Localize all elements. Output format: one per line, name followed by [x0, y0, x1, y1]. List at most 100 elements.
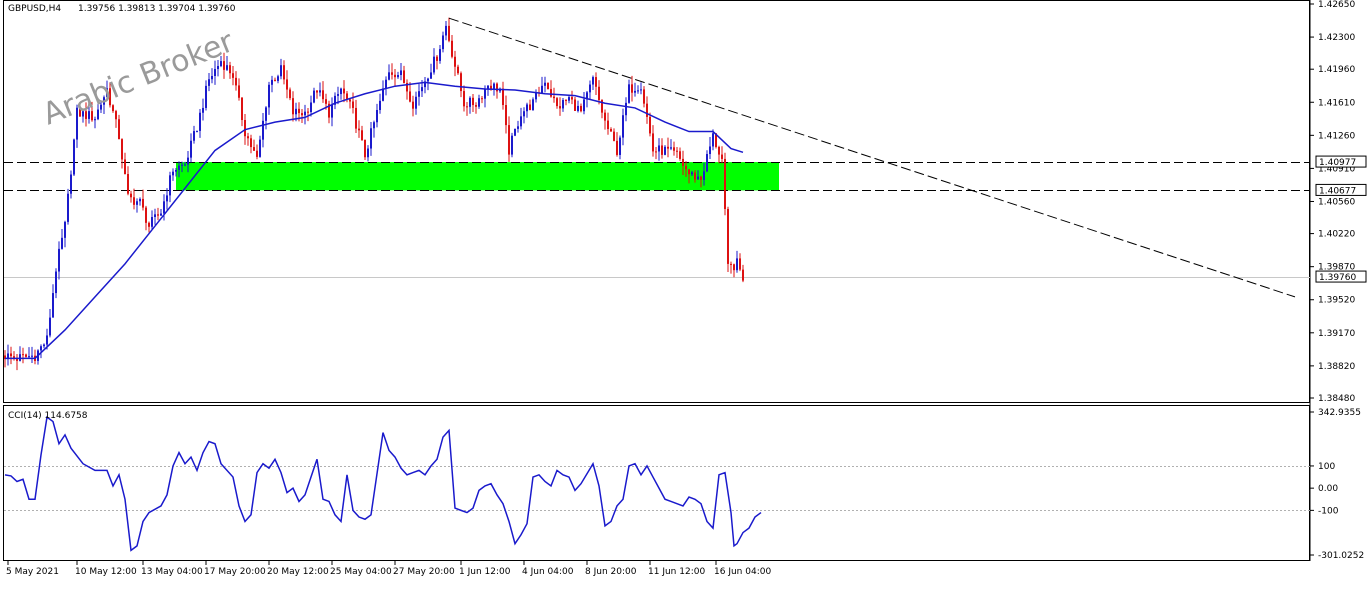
candle-body: [388, 72, 390, 80]
time-tick-label: 17 May 20:00: [204, 567, 266, 577]
candle-body: [442, 35, 444, 50]
candle-body: [403, 70, 405, 83]
cci-tick-label: 342.9355: [1318, 408, 1361, 418]
candle-body: [169, 175, 171, 196]
candle-body: [133, 197, 135, 205]
candle-body: [646, 103, 648, 117]
candle-body: [547, 82, 549, 90]
candle-body: [730, 263, 732, 265]
candle-body: [130, 193, 132, 198]
time-tick-label: 10 May 12:00: [75, 567, 137, 577]
candle-body: [634, 90, 636, 93]
candle-body: [55, 271, 57, 294]
candle-body: [637, 90, 639, 92]
candle-body: [526, 104, 528, 112]
candle-body: [739, 258, 741, 270]
cci-tick-label: -301.0252: [1318, 551, 1364, 561]
candle-body: [592, 77, 594, 85]
candle-body: [559, 106, 561, 109]
candle-body: [676, 150, 678, 152]
candle-body: [208, 79, 210, 86]
candle-body: [568, 97, 570, 101]
candle-body: [727, 208, 729, 264]
candle-body: [541, 85, 543, 94]
candle-body: [514, 128, 516, 136]
candle-body: [478, 98, 480, 107]
candle-body: [370, 128, 372, 149]
candle-body: [535, 92, 537, 100]
candle-body: [205, 85, 207, 108]
candle-body: [418, 91, 420, 97]
candle-body: [121, 139, 123, 160]
candle-body: [517, 126, 519, 129]
candle-body: [28, 356, 30, 358]
candle-body: [196, 130, 198, 132]
candle-body: [64, 221, 66, 238]
candle-body: [346, 93, 348, 100]
candle-body: [466, 106, 468, 108]
candle-body: [58, 248, 60, 272]
candle-body: [187, 157, 189, 165]
candle-body: [4, 355, 6, 360]
candle-body: [46, 335, 48, 345]
candle-body: [604, 112, 606, 121]
candle-body: [487, 85, 489, 89]
candle-body: [154, 214, 156, 217]
candle-body: [115, 111, 117, 120]
candle-body: [142, 198, 144, 208]
candle-body: [193, 131, 195, 141]
time-tick-label: 16 Jun 04:00: [714, 567, 771, 577]
current-price-tag-label: 1.39760: [1319, 273, 1356, 283]
candle-body: [724, 158, 726, 209]
candle-body: [496, 83, 498, 92]
candle-body: [109, 88, 111, 106]
candle-body: [361, 130, 363, 140]
time-axis: 5 May 2021 10 May 12:00 13 May 04:00 17 May…: [6, 561, 771, 577]
candle-body: [649, 116, 651, 134]
candle-body: [673, 147, 675, 151]
candle-body: [493, 83, 495, 90]
candle-body: [631, 84, 633, 93]
candle-body: [244, 120, 246, 137]
candle-body: [79, 107, 81, 117]
candle-body: [595, 77, 597, 87]
candle-body: [88, 111, 90, 119]
candle-body: [679, 151, 681, 159]
candle-body: [223, 61, 225, 70]
candle-body: [490, 85, 492, 90]
candle-body: [118, 119, 120, 140]
price-tick-label: 1.40560: [1318, 197, 1355, 207]
candle-body: [460, 73, 462, 92]
candle-body: [640, 89, 642, 91]
candle-body: [508, 125, 510, 155]
candle-body: [94, 119, 96, 121]
candle-body: [31, 355, 33, 357]
candle-body: [265, 107, 267, 121]
candle-body: [601, 100, 603, 113]
candle-body: [427, 78, 429, 82]
candle-body: [625, 102, 627, 116]
candle-body: [322, 90, 324, 100]
candle-body: [280, 65, 282, 77]
candle-body: [220, 61, 222, 67]
candle-body: [13, 356, 15, 359]
candle-body: [70, 174, 72, 194]
candle-body: [685, 165, 687, 170]
price-tick-label: 1.41960: [1318, 65, 1355, 75]
candle-body: [742, 269, 744, 281]
time-tick-label: 11 Jun 12:00: [648, 567, 705, 577]
candle-body: [376, 110, 378, 123]
candle-body: [112, 105, 114, 112]
candle-body: [469, 97, 471, 107]
candle-body: [232, 73, 234, 78]
candle-body: [172, 171, 174, 176]
candle-body: [709, 146, 711, 155]
candle-body: [661, 145, 663, 155]
candle-body: [529, 104, 531, 111]
candle-body: [226, 65, 228, 70]
price-tick-label: 1.40910: [1318, 164, 1355, 174]
price-tick-label: 1.38480: [1318, 394, 1355, 404]
candle-body: [712, 133, 714, 147]
candle-body: [688, 169, 690, 175]
